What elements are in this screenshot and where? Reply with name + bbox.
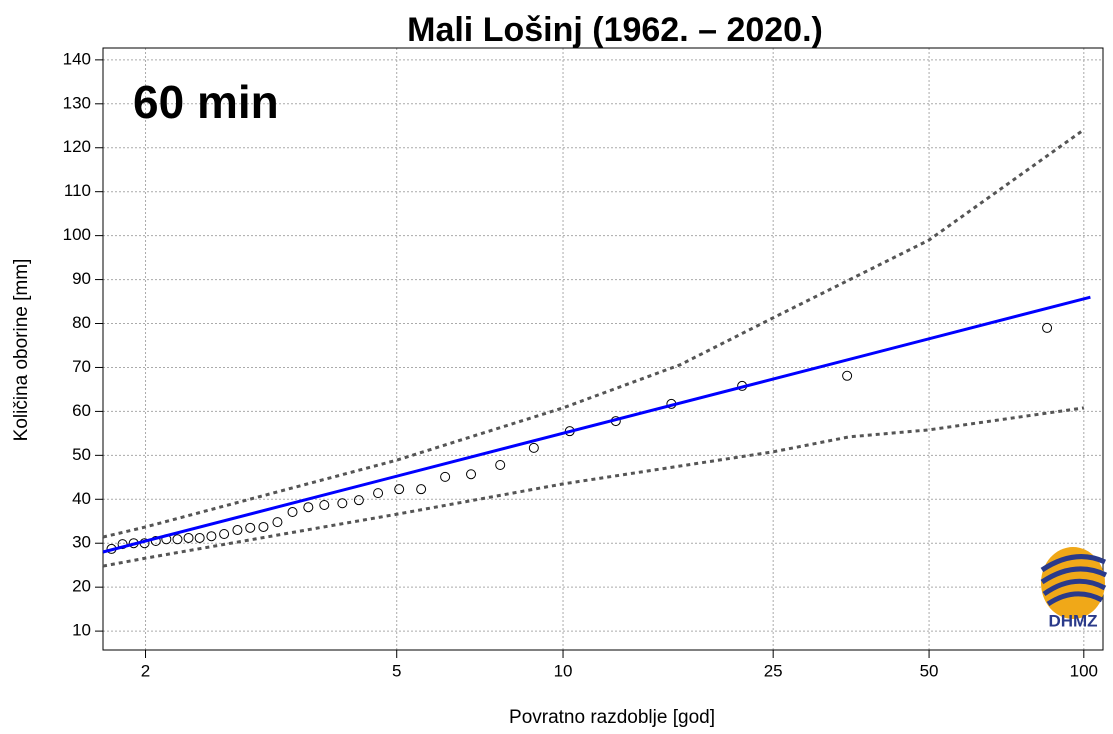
confidence-line [102,128,1085,539]
point [232,525,243,536]
point [528,442,539,453]
y-tick-label: 60 [72,401,91,420]
y-tick-label: 80 [72,313,91,332]
fit-line [102,295,1091,554]
y-tick-label: 70 [72,357,91,376]
point [245,522,256,533]
y-tick-label: 120 [63,137,91,156]
point [272,517,283,528]
point [495,460,506,471]
x-tick-label: 100 [1070,661,1098,680]
chart-title: Mali Lošinj (1962. – 2020.) [407,11,823,49]
point [183,532,194,543]
point [466,469,477,480]
y-tick-label: 40 [72,489,91,508]
logo: DHMZ [1040,547,1108,630]
y-tick-label: 30 [72,533,91,552]
point [258,521,269,532]
point [303,502,314,513]
plot-frame [102,47,1104,651]
x-tick-label: 5 [392,661,401,680]
point [219,528,230,539]
y-tick-label: 90 [72,269,91,288]
x-tick-label: 50 [920,661,939,680]
logo-swirl [1040,554,1108,607]
point [172,534,183,545]
point [416,484,427,495]
point [1042,322,1053,333]
point [353,495,364,506]
x-axis-label: Povratno razdoblje [god] [509,707,715,728]
logo-text: DHMZ [1048,611,1097,630]
y-tick-label: 10 [72,621,91,640]
point [440,471,451,482]
point [394,484,405,495]
point [842,370,853,381]
point [117,539,128,550]
x-tick-label: 25 [764,661,783,680]
y-tick-label: 100 [63,225,91,244]
y-tick-label: 20 [72,577,91,596]
point [319,499,330,510]
point [373,488,384,499]
x-tick-label: 10 [554,661,573,680]
confidence-line [102,406,1085,568]
y-tick-label: 110 [64,181,91,200]
x-tick-label: 2 [141,661,150,680]
point [206,531,217,542]
annotation: 60 min [133,76,279,128]
point [194,532,205,543]
point [337,498,348,509]
y-tick-label: 130 [63,93,91,112]
y-tick-label: 140 [63,49,91,68]
point [287,507,298,518]
y-axis-label: Količina oborine [mm] [11,259,32,442]
y-tick-label: 50 [72,445,91,464]
